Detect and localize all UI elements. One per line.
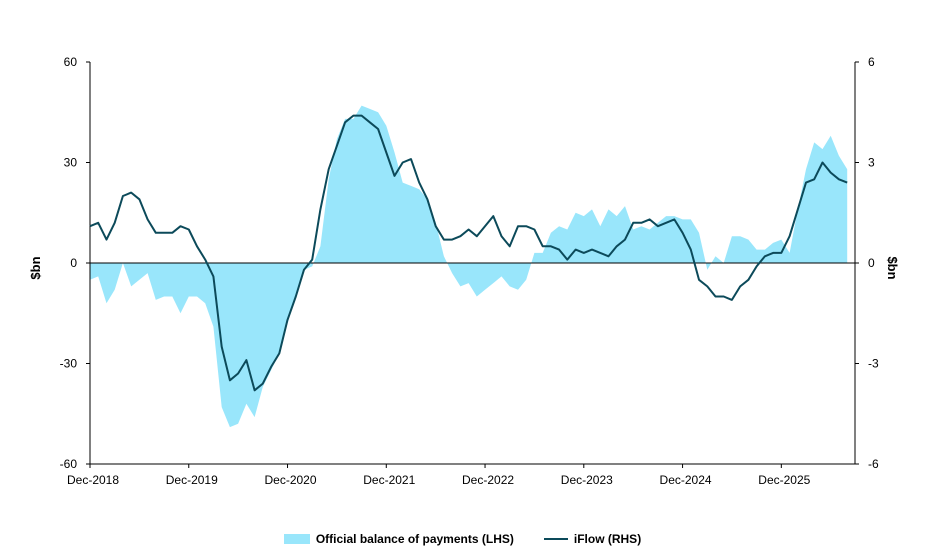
- x-tick-label: Dec-2025: [758, 473, 810, 487]
- y-axis-label-right: $bn: [885, 256, 900, 279]
- line-series-layer: [89, 114, 848, 392]
- legend-item-iflow: iFlow (RHS): [543, 532, 642, 546]
- y-axis-label-left: $bn: [28, 256, 43, 279]
- y-tick-label-right: 0: [868, 256, 875, 270]
- y-tick-label-right: -3: [868, 357, 879, 371]
- x-tick-label: Dec-2019: [166, 473, 218, 487]
- legend-swatch-area: [283, 534, 310, 544]
- x-tick-label: Dec-2024: [660, 473, 712, 487]
- line-series-iflow: [89, 114, 848, 392]
- y-tick-label-left: 30: [64, 156, 78, 170]
- area-series-bop: [90, 105, 848, 428]
- legend-item-bop: Official balance of payments (LHS): [283, 532, 514, 546]
- x-tick-label: Dec-2021: [363, 473, 415, 487]
- x-tick-label: Dec-2020: [265, 473, 317, 487]
- y-tick-label-left: -30: [60, 357, 78, 371]
- legend-label-bop: Official balance of payments (LHS): [315, 532, 514, 546]
- legend-swatch-line: [543, 538, 568, 540]
- y-tick-label-left: 60: [64, 55, 78, 69]
- y-tick-label-right: 6: [868, 55, 875, 69]
- legend-label-iflow: iFlow (RHS): [573, 532, 642, 546]
- legend: Official balance of payments (LHS) iFlow…: [0, 528, 925, 550]
- y-tick-label-left: -60: [60, 457, 78, 471]
- y-tick-label-right: 3: [868, 156, 875, 170]
- y-tick-label-right: -6: [868, 457, 879, 471]
- y-tick-label-left: 0: [70, 256, 77, 270]
- x-tick-label: Dec-2023: [561, 473, 613, 487]
- area-series-layer: [90, 105, 848, 428]
- x-tick-label: Dec-2022: [462, 473, 514, 487]
- axes: [86, 61, 859, 468]
- x-tick-label: Dec-2018: [67, 473, 119, 487]
